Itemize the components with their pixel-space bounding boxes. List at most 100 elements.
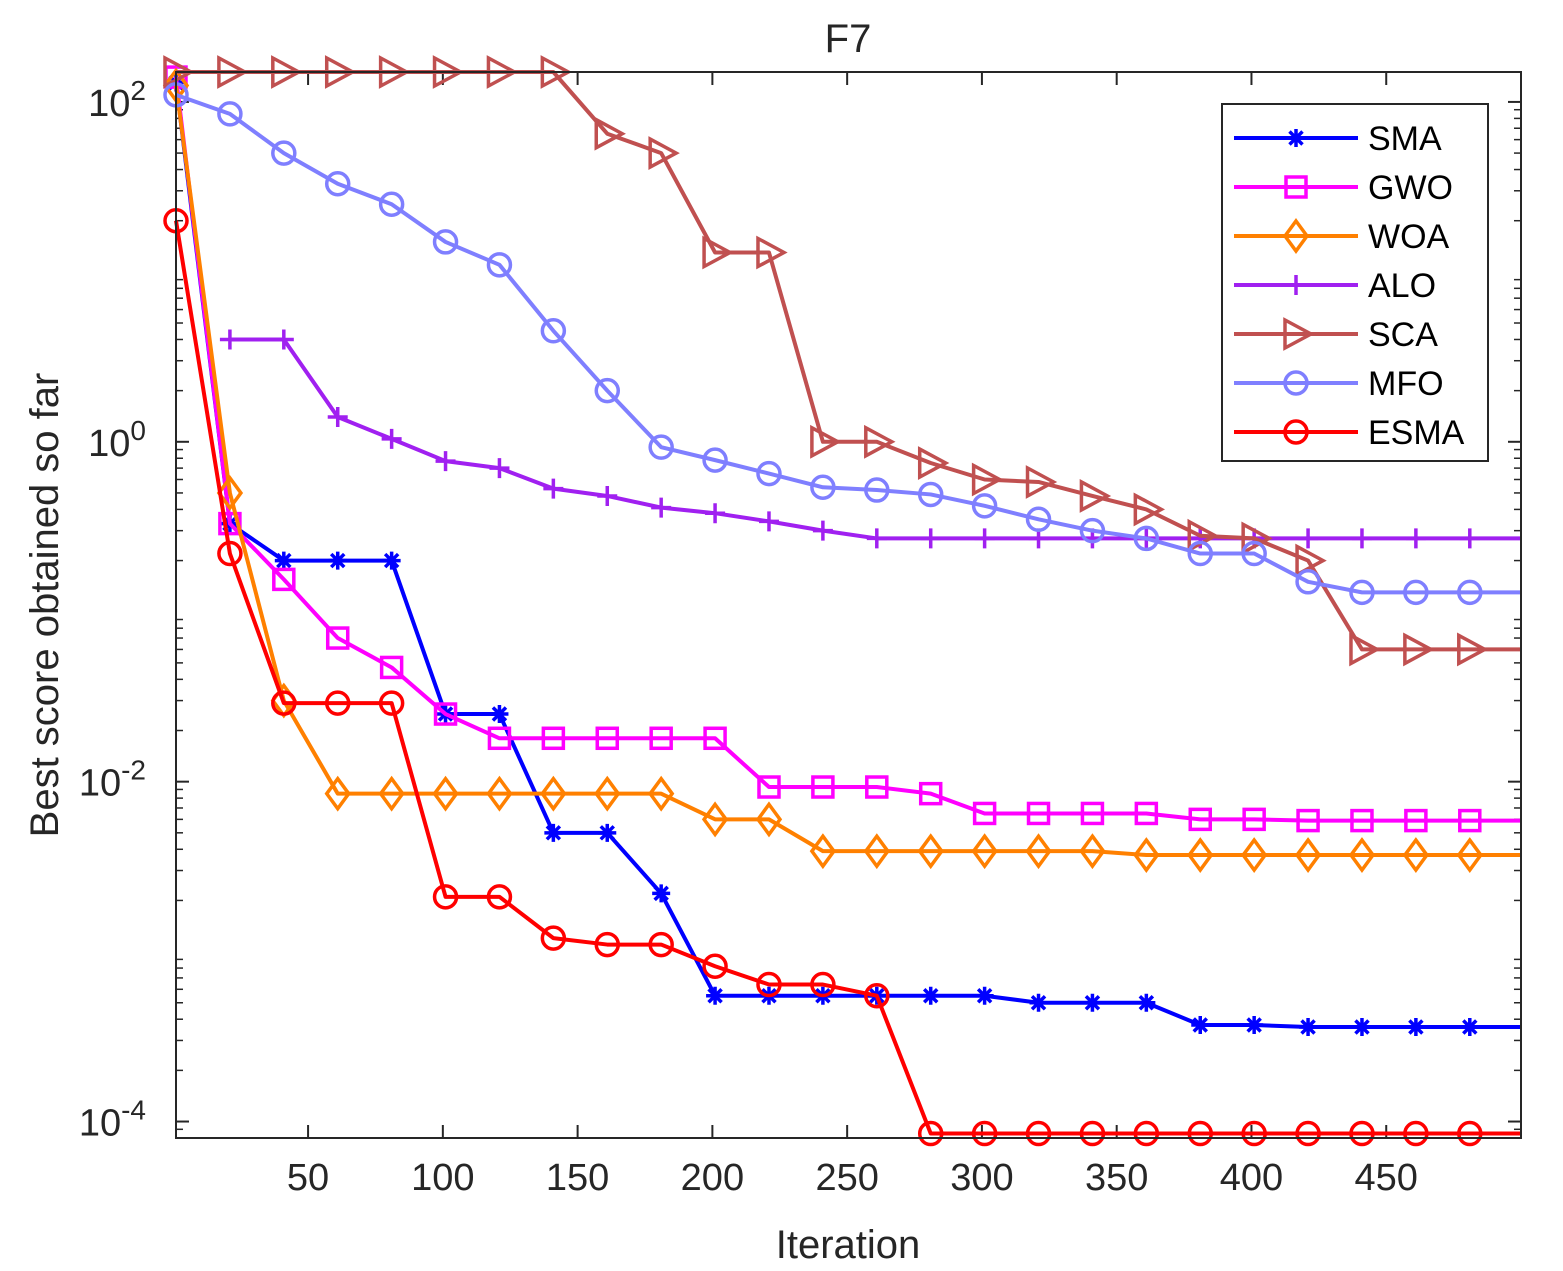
y-tick-base: 10: [88, 423, 130, 465]
x-tick-label: 200: [681, 1157, 744, 1199]
data-point-woa: [648, 775, 675, 812]
data-point-mfo: [378, 191, 405, 217]
data-point-esma: [648, 931, 674, 958]
y-tick-label: 10-4: [79, 1095, 146, 1145]
data-point-sma: [706, 986, 725, 1005]
data-point-woa: [540, 775, 567, 812]
data-point-woa: [486, 775, 513, 812]
data-point-esma: [1295, 1120, 1321, 1147]
data-point-sca: [1079, 479, 1112, 513]
legend-item-esma: ESMA: [1234, 414, 1465, 452]
data-point-woa: [701, 801, 729, 838]
y-tick-exponent: -4: [121, 1095, 146, 1126]
data-point-esma: [540, 925, 567, 951]
data-point-alo: [812, 520, 833, 541]
data-point-alo: [920, 528, 941, 549]
data-point-sma: [328, 551, 347, 570]
y-tick-base: 10: [88, 83, 130, 125]
data-point-woa: [1025, 833, 1052, 870]
data-point-esma: [594, 931, 621, 958]
data-point-esma: [271, 690, 297, 716]
data-point-woa: [432, 775, 459, 812]
data-point-alo: [435, 451, 456, 472]
data-point-esma: [432, 884, 459, 910]
legend-swatch-marker: [1284, 175, 1308, 199]
data-point-mfo: [1349, 579, 1375, 606]
data-point-gwo: [757, 775, 781, 799]
data-point-sma: [652, 884, 671, 903]
data-point-sca: [1403, 632, 1435, 667]
data-point-mfo: [1025, 506, 1052, 533]
data-point-mfo: [486, 252, 513, 278]
data-point-mfo: [594, 377, 621, 404]
data-point-woa: [1187, 837, 1214, 873]
data-point-esma: [1133, 1120, 1160, 1147]
data-point-gwo: [865, 775, 889, 799]
data-point-gwo: [379, 655, 404, 680]
data-point-gwo: [1026, 801, 1051, 826]
data-point-alo: [1459, 528, 1480, 549]
data-point-mfo: [971, 493, 998, 519]
y-tick-exponent: 0: [130, 415, 146, 446]
legend-item-alo: ALO: [1234, 267, 1436, 305]
data-point-sca: [1241, 521, 1273, 556]
data-point-alo: [219, 329, 240, 350]
data-point-esma: [378, 690, 405, 716]
chart-title: F7: [825, 17, 872, 61]
data-point-mfo: [271, 140, 297, 166]
data-point-alo: [273, 329, 294, 350]
data-point-woa: [1294, 837, 1322, 873]
data-point-esma: [756, 971, 782, 998]
data-point-woa: [1133, 837, 1160, 873]
data-point-alo: [758, 511, 779, 532]
legend-item-mfo: MFO: [1234, 365, 1444, 403]
data-point-sma: [1029, 993, 1048, 1012]
legend: SMA GWO WOA ALO SCA MFO ESMA: [1221, 103, 1489, 462]
data-point-gwo: [272, 567, 296, 592]
data-point-woa: [1402, 837, 1430, 873]
data-point-gwo: [1134, 801, 1159, 826]
x-tick-label: 350: [1085, 1157, 1148, 1199]
series-gwo: [164, 65, 1521, 833]
y-axis-title: Best score obtained so far: [23, 373, 67, 838]
data-point-gwo: [1188, 807, 1212, 832]
data-point-gwo: [487, 726, 512, 751]
data-point-woa: [917, 833, 944, 870]
data-point-woa: [378, 775, 405, 812]
data-point-mfo: [1241, 540, 1267, 567]
data-point-mfo: [756, 460, 782, 487]
data-point-sma: [975, 986, 994, 1005]
data-point-alo: [705, 503, 726, 524]
data-point-gwo: [811, 775, 835, 799]
data-point-mfo: [1295, 569, 1321, 595]
x-tick-label: 400: [1220, 1157, 1283, 1199]
data-point-esma: [1403, 1120, 1429, 1147]
data-point-gwo: [972, 801, 997, 826]
data-point-sca: [1295, 543, 1327, 578]
data-point-alo: [489, 458, 510, 479]
data-point-woa: [324, 775, 351, 812]
data-point-esma: [1457, 1120, 1483, 1147]
series-line-esma: [174, 220, 1521, 1136]
data-point-sca: [648, 136, 680, 171]
data-point-sca: [1457, 632, 1489, 667]
legend-label: ALO: [1368, 267, 1436, 305]
y-tick-label: 102: [88, 75, 146, 125]
data-point-sca: [1025, 465, 1058, 499]
data-point-mfo: [1457, 579, 1483, 606]
data-point-woa: [1240, 837, 1268, 873]
data-point-mfo: [432, 229, 459, 255]
data-point-alo: [1405, 528, 1426, 549]
legend-swatch-marker: [1283, 419, 1309, 445]
data-point-alo: [974, 528, 995, 549]
series-alo: [219, 329, 1521, 549]
data-point-gwo: [325, 626, 350, 650]
data-point-alo: [597, 485, 618, 506]
legend-box: [1221, 103, 1489, 462]
data-point-woa: [1348, 837, 1376, 873]
data-point-mfo: [810, 474, 836, 501]
data-point-esma: [810, 971, 836, 998]
data-point-sma: [1460, 1018, 1479, 1036]
data-point-sma: [1191, 1015, 1210, 1034]
